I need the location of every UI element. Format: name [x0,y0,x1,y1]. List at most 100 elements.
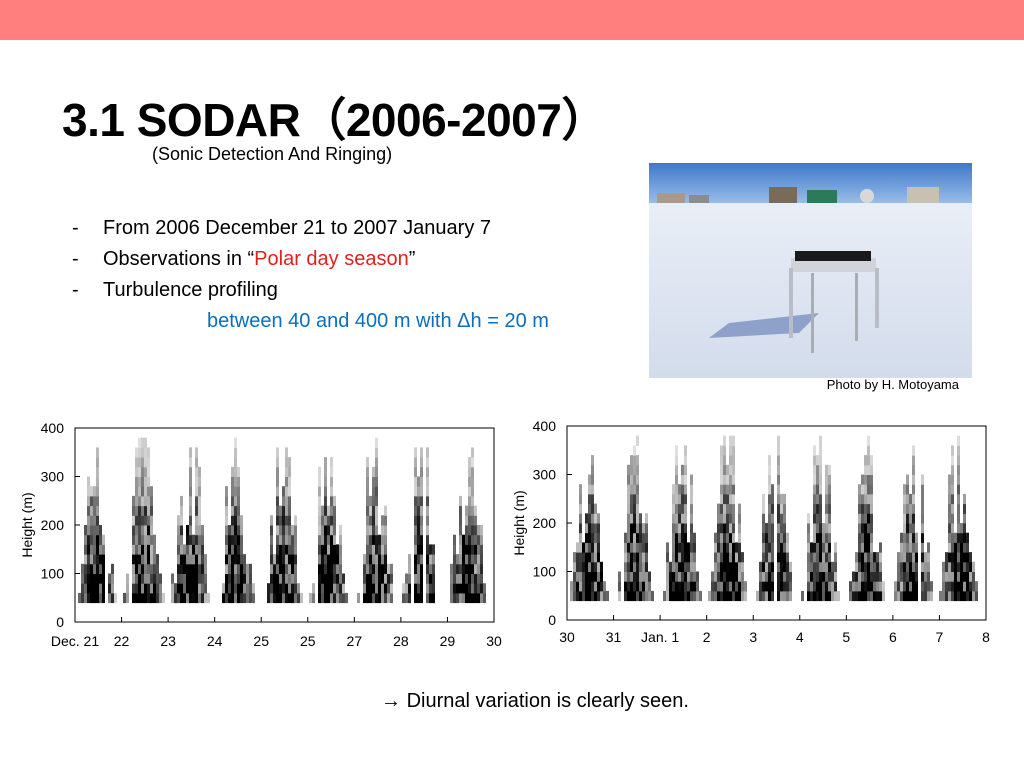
echo-texture [228,592,231,604]
echo-texture [819,513,822,524]
echo-texture [729,581,732,592]
echo-texture [327,563,330,574]
echo-texture [234,466,237,477]
echo-texture [855,581,858,592]
echo-texture [426,466,429,477]
echo-texture [675,474,678,485]
echo-texture [681,571,684,582]
echo-texture [96,544,99,555]
echo-texture [951,503,954,514]
echo-texture [579,552,582,563]
echo-texture [381,592,384,604]
echo-texture [723,455,726,466]
echo-texture [93,583,96,594]
x-tick-label: 6 [889,629,897,645]
echo-texture [381,525,384,536]
echo-texture [192,544,195,555]
echo-texture [861,484,864,495]
echo-texture [594,561,597,572]
echo-texture [921,503,924,514]
echo-texture [822,542,825,553]
echo-texture [672,493,675,505]
echo-texture [858,552,861,563]
echo-texture [828,464,831,475]
echo-texture [387,592,390,604]
echo-texture [912,590,915,602]
echo-texture [375,466,378,477]
echo-texture [138,466,141,477]
echo-texture [951,455,954,466]
echo-texture [318,592,321,604]
echo-texture [858,493,861,505]
echo-texture [93,486,96,497]
echo-texture [786,532,789,543]
echo-texture [867,590,870,602]
echo-texture [777,552,780,563]
echo-texture [144,573,147,584]
echo-texture [633,571,636,582]
echo-texture [717,561,720,572]
echo-texture [777,581,780,592]
echo-texture [762,513,765,524]
echo-texture [636,552,639,563]
echo-texture [171,573,174,584]
echo-texture [903,581,906,592]
echo-texture [906,532,909,543]
echo-texture [819,455,822,466]
echo-texture [684,474,687,485]
echo-texture [906,523,909,534]
echo-texture [729,561,732,572]
echo-texture [582,581,585,592]
echo-texture [741,561,744,572]
echo-texture [195,476,198,487]
echo-texture [204,554,207,565]
echo-texture [270,554,273,565]
echo-texture [414,525,417,536]
echo-texture [189,486,192,497]
x-tick-label: 28 [393,633,409,649]
echo-texture [456,592,459,604]
echo-texture [144,554,147,565]
echo-texture [147,515,150,526]
echo-texture [582,590,585,602]
echo-texture [768,464,771,475]
echo-texture [324,592,327,604]
echo-texture [897,552,900,563]
echo-texture [723,571,726,582]
echo-texture [951,542,954,553]
echo-texture [99,563,102,574]
echo-texture [81,573,84,584]
echo-texture [687,590,690,602]
echo-texture [471,583,474,594]
highlight: Polar day season [254,248,409,270]
echo-texture [690,581,693,592]
echo-texture [102,534,105,545]
echo-texture [711,590,714,602]
echo-texture [957,474,960,485]
echo-texture [831,581,834,592]
echo-texture [780,493,783,505]
echo-texture [378,573,381,584]
echo-texture [642,571,645,582]
echo-texture [603,581,606,592]
echo-texture [582,552,585,563]
echo-texture [327,534,330,545]
echo-texture [177,525,180,536]
echo-texture [777,493,780,505]
echo-texture [903,552,906,563]
echo-texture [900,581,903,592]
echo-texture [828,542,831,553]
echo-texture [150,573,153,584]
echo-texture [99,592,102,604]
echo-texture [720,464,723,475]
echo-texture [477,525,480,536]
echo-texture [765,523,768,534]
echo-texture [969,552,972,563]
echo-texture [147,495,150,507]
echo-texture [345,592,348,604]
echo-texture [876,561,879,572]
echo-texture [756,590,759,602]
echo-texture [975,590,978,602]
echo-texture [960,581,963,592]
echo-texture [480,583,483,594]
